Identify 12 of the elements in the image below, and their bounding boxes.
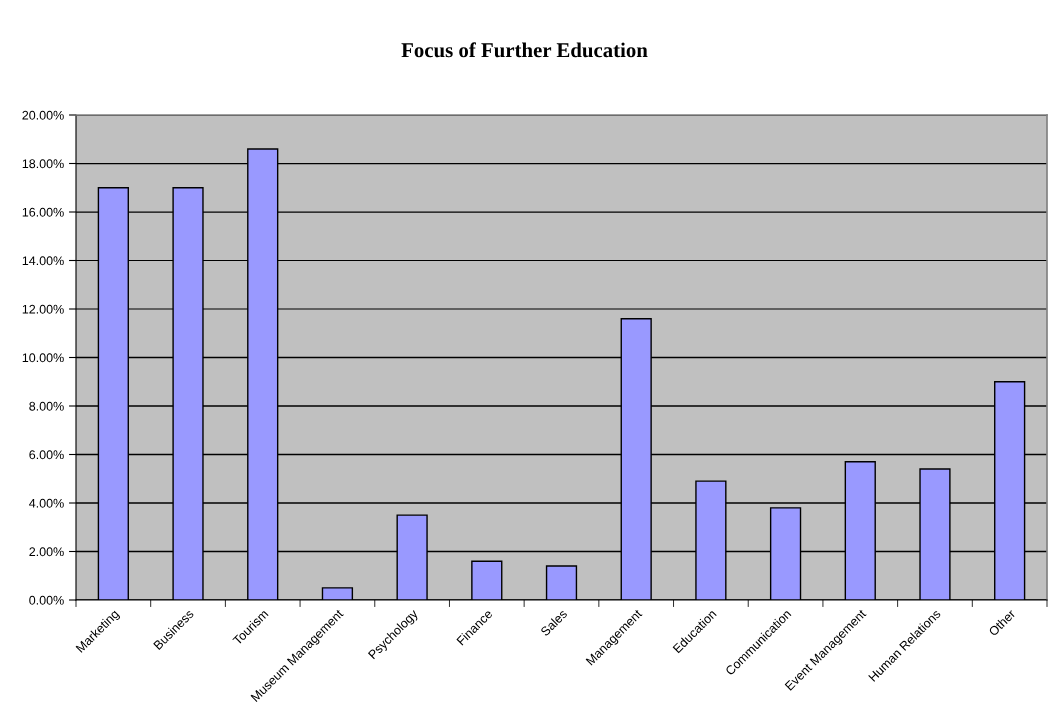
y-tick-label: 4.00% bbox=[29, 498, 64, 508]
chart-title: Focus of Further Education bbox=[401, 42, 648, 58]
y-tick-label: 10.00% bbox=[22, 353, 64, 363]
y-tick-label: 2.00% bbox=[29, 547, 64, 557]
y-tick-label: 12.00% bbox=[22, 304, 64, 314]
y-tick-label: 6.00% bbox=[29, 450, 64, 460]
y-tick-label: 14.00% bbox=[22, 256, 64, 266]
y-tick-label: 20.00% bbox=[22, 110, 64, 120]
y-tick-label: 18.00% bbox=[22, 159, 64, 169]
y-tick-label: 8.00% bbox=[29, 401, 64, 411]
y-tick-label: 16.00% bbox=[22, 207, 64, 217]
y-tick-label: 0.00% bbox=[29, 595, 64, 605]
